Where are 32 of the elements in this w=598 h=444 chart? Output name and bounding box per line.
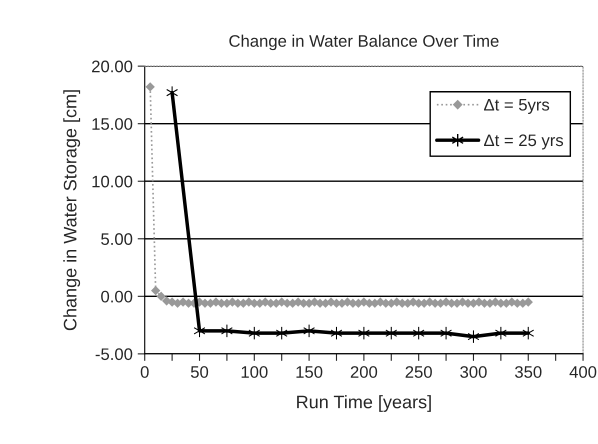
point: [468, 330, 480, 344]
point: [522, 326, 534, 340]
x-tick-label: 400: [570, 366, 596, 378]
y-tick-label: 10.00: [92, 176, 132, 188]
legend-label: Δt = 25 yrs: [484, 134, 564, 150]
y-tick-label: 20.00: [92, 60, 132, 72]
point: [303, 324, 316, 338]
x-tick-label: 50: [190, 366, 208, 378]
point: [412, 326, 425, 340]
point: [385, 326, 398, 340]
y-tick-label: 0.00: [101, 290, 132, 303]
x-tick-label: 0: [140, 366, 149, 378]
x-tick-label: 350: [514, 366, 542, 378]
y-tick-label: 5.00: [101, 233, 132, 245]
x-tick-label: 250: [406, 366, 432, 378]
point: [220, 324, 233, 338]
x-tick-label: 300: [460, 366, 487, 378]
legend-label: Δt = 5yrs: [484, 99, 550, 114]
x-tick-label: 200: [350, 366, 378, 378]
y-tick-label: 15.00: [92, 118, 132, 130]
y-axis-title: Change in Water Storage [cm]: [63, 90, 80, 330]
x-tick-label: 150: [296, 366, 322, 378]
point: [330, 326, 342, 340]
y-tick-label: -5.00: [96, 348, 132, 360]
point: [276, 326, 288, 340]
point: [440, 326, 452, 340]
point: [248, 326, 260, 340]
x-axis-title: Run Time [years]: [297, 395, 431, 412]
point: [494, 326, 507, 340]
point: [358, 326, 370, 340]
x-tick-label: 100: [242, 366, 268, 378]
chart-title: Change in Water Balance Over Time: [229, 34, 499, 50]
